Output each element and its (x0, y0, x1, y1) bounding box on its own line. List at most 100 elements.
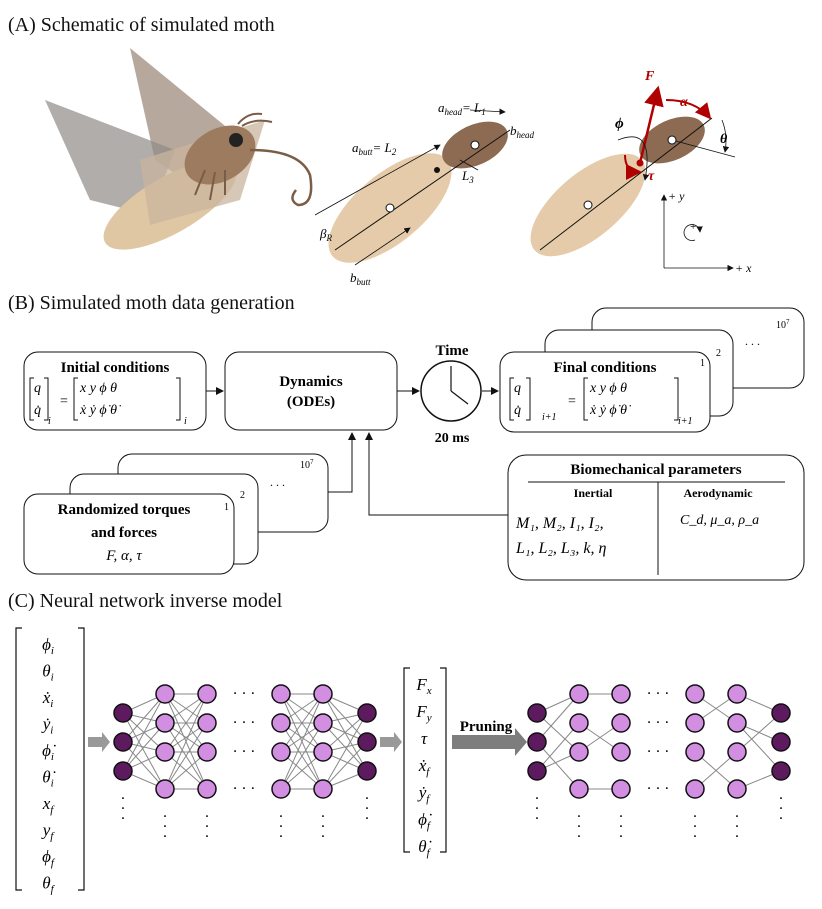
final-lhs-sub: i+1 (542, 412, 557, 423)
column-ellipsis: ... (577, 805, 581, 841)
theta-label: θ (720, 132, 728, 147)
hidden-node (685, 779, 705, 799)
output-node (357, 703, 377, 723)
column-ellipsis: ... (163, 805, 167, 841)
input-vector-entry: ẏi (41, 715, 54, 737)
torques-count: 107 (300, 458, 314, 471)
hidden-node (197, 779, 217, 799)
input-node (113, 732, 133, 752)
hidden-node (313, 779, 333, 799)
tau-label: τ (648, 169, 655, 184)
output-vector-entry: ϕ̇f (418, 810, 432, 832)
hidden-node (685, 742, 705, 762)
final-conditions-box (499, 351, 711, 433)
input-vector-entry: yf (41, 821, 56, 843)
bio-inertial-row1: M₁, M₂, I₁, I₂, (515, 515, 604, 532)
initial-eq: = (60, 394, 68, 409)
hidden-node (727, 713, 747, 733)
initial-lhs-top: q (34, 381, 41, 396)
column-ellipsis: ... (535, 787, 539, 823)
final-lhs-top: q (514, 381, 521, 396)
hidden-node (197, 684, 217, 704)
x-axis-label: + x (735, 261, 752, 275)
column-ellipsis: ... (279, 805, 283, 841)
final-rhs-bot: ẋ ẏ ϕ̇ θ̇ (589, 403, 631, 418)
input-vector-entry: ẋi (42, 688, 54, 710)
column-ellipsis: ... (619, 805, 623, 841)
initial-rhs-bot: ẋ ẏ ϕ̇ θ̇ (79, 403, 121, 418)
layer-ellipsis: · · · (647, 781, 669, 797)
layer-ellipsis: · · · (647, 715, 669, 731)
hidden-node (727, 779, 747, 799)
column-ellipsis: ... (205, 805, 209, 841)
force-schematic (530, 85, 736, 272)
bio-inertial-row2: L₁, L₂, L₃, k, η (515, 540, 606, 557)
pruning-arrow (452, 728, 527, 756)
b-butt-label: bbutt (350, 270, 371, 287)
layer-ellipsis: · · · (233, 686, 255, 702)
hidden-node (313, 684, 333, 704)
bio-aero-row1: C_d, μ_a, ρ_a (680, 513, 759, 528)
input-vector-entry: θf (42, 874, 55, 896)
hidden-node (155, 742, 175, 762)
section-a-title: (A) Schematic of simulated moth (8, 14, 275, 36)
final-title: Final conditions (554, 360, 657, 376)
output-vector-entry: Fy (415, 702, 431, 724)
hidden-node (155, 713, 175, 733)
section-b-title: (B) Simulated moth data generation (8, 292, 295, 314)
final-index: 1 (700, 358, 705, 369)
time-label: Time (435, 343, 468, 359)
torques-line1: Randomized torques (58, 502, 191, 518)
final-lhs-bot: q̇ (514, 403, 521, 418)
input-arrow (88, 732, 110, 752)
input-vector-entry: ϕ̇i (42, 741, 56, 763)
input-vector-entry: ϕf (42, 847, 56, 869)
output-node (771, 761, 791, 781)
output-vector-entry: Fx (415, 675, 431, 697)
dimension-schematic (314, 108, 511, 266)
final-rhs-sub: i+1 (678, 416, 693, 427)
initial-lhs-bot: q̇ (34, 403, 41, 418)
column-ellipsis: ... (693, 805, 697, 841)
dynamics-box (224, 351, 398, 431)
time-value: 20 ms (435, 431, 470, 446)
hidden-node (611, 779, 631, 799)
output-vector-entry: τ (421, 729, 428, 748)
column-ellipsis: ... (735, 805, 739, 841)
column-ellipsis: ... (321, 805, 325, 841)
output-node (771, 732, 791, 752)
input-node (113, 761, 133, 781)
input-vector-entry: θi (42, 662, 53, 684)
phi-label: ϕ (615, 116, 624, 132)
hidden-node (569, 779, 589, 799)
column-ellipsis: ... (365, 787, 369, 823)
layer-ellipsis: · · · (233, 744, 255, 760)
alpha-label: α (680, 95, 688, 110)
input-vector-entry: xf (42, 794, 56, 816)
beta-label: βR (319, 226, 332, 243)
initial-rhs-top: x y ϕ θ (79, 381, 117, 396)
bio-inertial: Inertial (574, 486, 613, 500)
hidden-node (685, 713, 705, 733)
column-ellipsis: ... (779, 787, 783, 823)
layer-ellipsis: · · · (647, 744, 669, 760)
final-eq: = (568, 394, 576, 409)
output-vector-entry: θ̇f (418, 837, 431, 859)
initial-lhs-sub: i (48, 416, 51, 427)
hidden-node (611, 742, 631, 762)
hidden-node (685, 684, 705, 704)
hidden-node (569, 713, 589, 733)
final-count: 107 (776, 318, 790, 331)
dynamics-line1: Dynamics (279, 374, 342, 390)
hidden-node (197, 742, 217, 762)
input-node (527, 732, 547, 752)
bio-parameters-box (507, 454, 805, 581)
hidden-node (197, 713, 217, 733)
final-rhs-top: x y ϕ θ (589, 381, 627, 396)
layer-ellipsis: · · · (233, 781, 255, 797)
input-vector-entry: θ̇i (42, 768, 55, 790)
hidden-node (727, 684, 747, 704)
output-vector-entry: ẋf (418, 756, 432, 778)
hidden-node (569, 742, 589, 762)
